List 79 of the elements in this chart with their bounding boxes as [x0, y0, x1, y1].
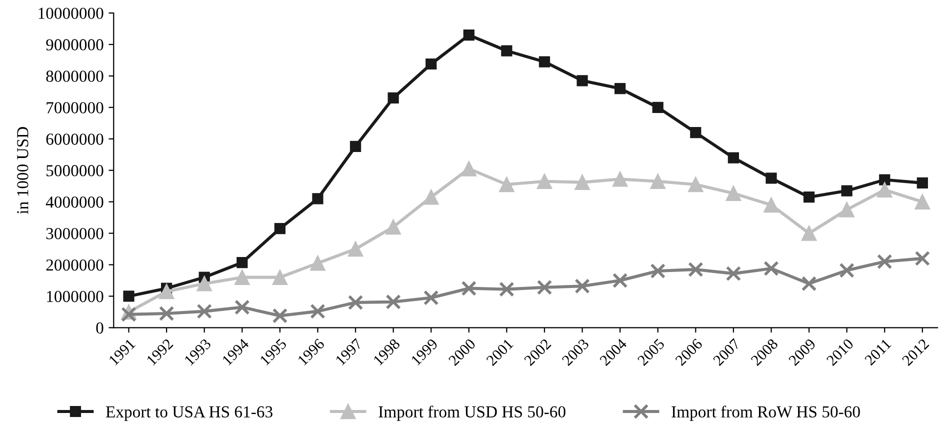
point: [501, 45, 512, 56]
x-tick-label: 2011: [864, 338, 892, 366]
point: [690, 127, 702, 138]
y-tick-label: 1000000: [47, 290, 104, 302]
point: [914, 250, 930, 266]
point: [123, 290, 134, 302]
point: [196, 304, 212, 319]
point: [196, 276, 212, 292]
point: [688, 176, 704, 192]
point: [274, 223, 286, 234]
y-tick-label: 3000000: [46, 228, 104, 240]
point: [766, 172, 777, 184]
point: [764, 197, 779, 213]
point: [536, 174, 552, 189]
point: [914, 194, 930, 210]
point: [879, 174, 890, 186]
point: [272, 270, 288, 285]
point: [158, 284, 174, 300]
point: [426, 58, 437, 70]
point: [312, 193, 324, 204]
point: [236, 256, 248, 268]
point: [876, 254, 892, 270]
point: [801, 226, 817, 241]
y-tick-label: 4000000: [46, 196, 104, 208]
legend-label: Import from USD HS 50-60: [378, 406, 566, 421]
y-tick-label: 10000000: [38, 8, 104, 19]
point: [538, 56, 550, 68]
y-tick-label: 2000000: [46, 259, 104, 271]
point: [234, 300, 250, 315]
point: [499, 176, 514, 192]
y-tick-label: 9000000: [46, 39, 104, 50]
point: [461, 161, 477, 176]
legend-label: Import from RoW HS 50-60: [672, 406, 860, 421]
y-tick-label: 7000000: [46, 102, 104, 114]
x-tick-label: 1991: [108, 338, 136, 366]
point: [158, 306, 174, 322]
point: [536, 280, 552, 296]
point: [350, 140, 362, 152]
point: [876, 182, 892, 198]
point: [348, 241, 364, 257]
point: [612, 172, 628, 187]
point: [801, 276, 817, 292]
point: [764, 260, 779, 276]
point: [650, 174, 666, 189]
point: [576, 75, 588, 86]
point: [310, 304, 326, 319]
point: [841, 185, 852, 196]
point: [499, 282, 514, 297]
y-tick-label: 8000000: [46, 70, 104, 82]
point: [423, 189, 439, 205]
point: [461, 280, 477, 296]
y-axis-title: in 1000 USD: [17, 127, 28, 214]
point: [272, 308, 288, 324]
point: [839, 262, 854, 278]
point: [688, 262, 704, 278]
point: [652, 102, 664, 113]
legend-label: Export to USA HS 61-63: [106, 406, 272, 421]
point: [310, 256, 326, 271]
point: [803, 192, 815, 203]
point: [612, 272, 628, 288]
point: [839, 202, 854, 218]
point: [423, 290, 439, 306]
y-tick-label: 0: [96, 322, 104, 334]
point: [388, 92, 399, 104]
point: [916, 177, 928, 188]
point: [463, 29, 474, 41]
point: [726, 186, 742, 201]
point: [726, 266, 742, 282]
point: [574, 278, 590, 294]
point: [650, 263, 666, 279]
point: [728, 152, 740, 164]
point: [348, 294, 364, 310]
y-tick-label: 6000000: [46, 134, 104, 145]
point: [386, 219, 401, 235]
point: [614, 82, 626, 94]
point: [386, 294, 401, 310]
point: [234, 270, 250, 285]
point: [574, 174, 590, 190]
y-tick-label: 5000000: [46, 165, 104, 176]
